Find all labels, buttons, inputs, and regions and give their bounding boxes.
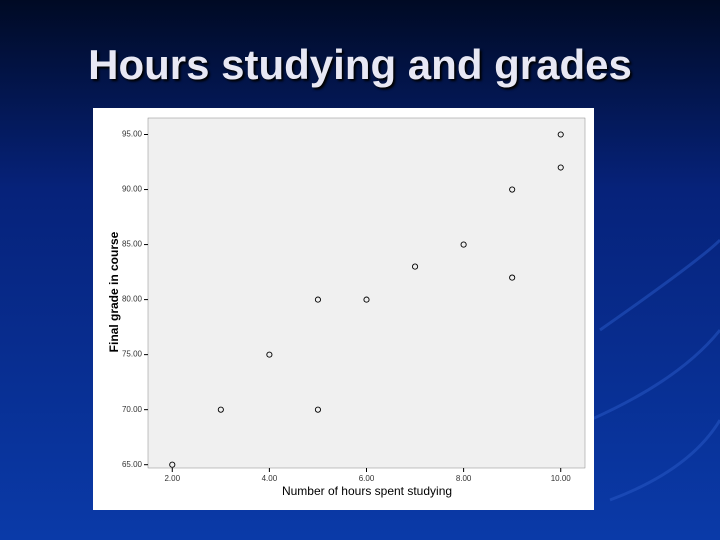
point <box>217 406 224 413</box>
point <box>266 351 273 358</box>
y-tick-label: 70.00 <box>122 405 143 414</box>
x-axis-title: Number of hours spent studying <box>282 484 452 498</box>
plot-area <box>147 117 586 469</box>
y-tick-label: 75.00 <box>122 350 143 359</box>
x-tick-label: 2.00 <box>164 474 180 483</box>
y-tick-label: 95.00 <box>122 130 143 139</box>
x-tick-label: 8.00 <box>456 474 472 483</box>
point <box>509 274 516 281</box>
x-tick-label: 10.00 <box>551 474 572 483</box>
point <box>412 263 419 270</box>
point <box>460 241 467 248</box>
point <box>169 461 176 468</box>
y-tick-label: 85.00 <box>122 240 143 249</box>
y-axis-title: Final grade in course <box>107 231 121 352</box>
y-tick-label: 65.00 <box>122 460 143 469</box>
point <box>509 186 516 193</box>
point <box>363 296 370 303</box>
y-tick-label: 90.00 <box>122 185 143 194</box>
point <box>557 131 564 138</box>
x-tick-label: 6.00 <box>359 474 375 483</box>
point <box>314 296 321 303</box>
decoration <box>589 238 720 502</box>
point <box>557 164 564 171</box>
y-tick-label: 80.00 <box>122 295 143 304</box>
point <box>314 406 321 413</box>
x-tick-label: 4.00 <box>262 474 278 483</box>
slide-title: Hours studying and grades <box>88 41 632 88</box>
